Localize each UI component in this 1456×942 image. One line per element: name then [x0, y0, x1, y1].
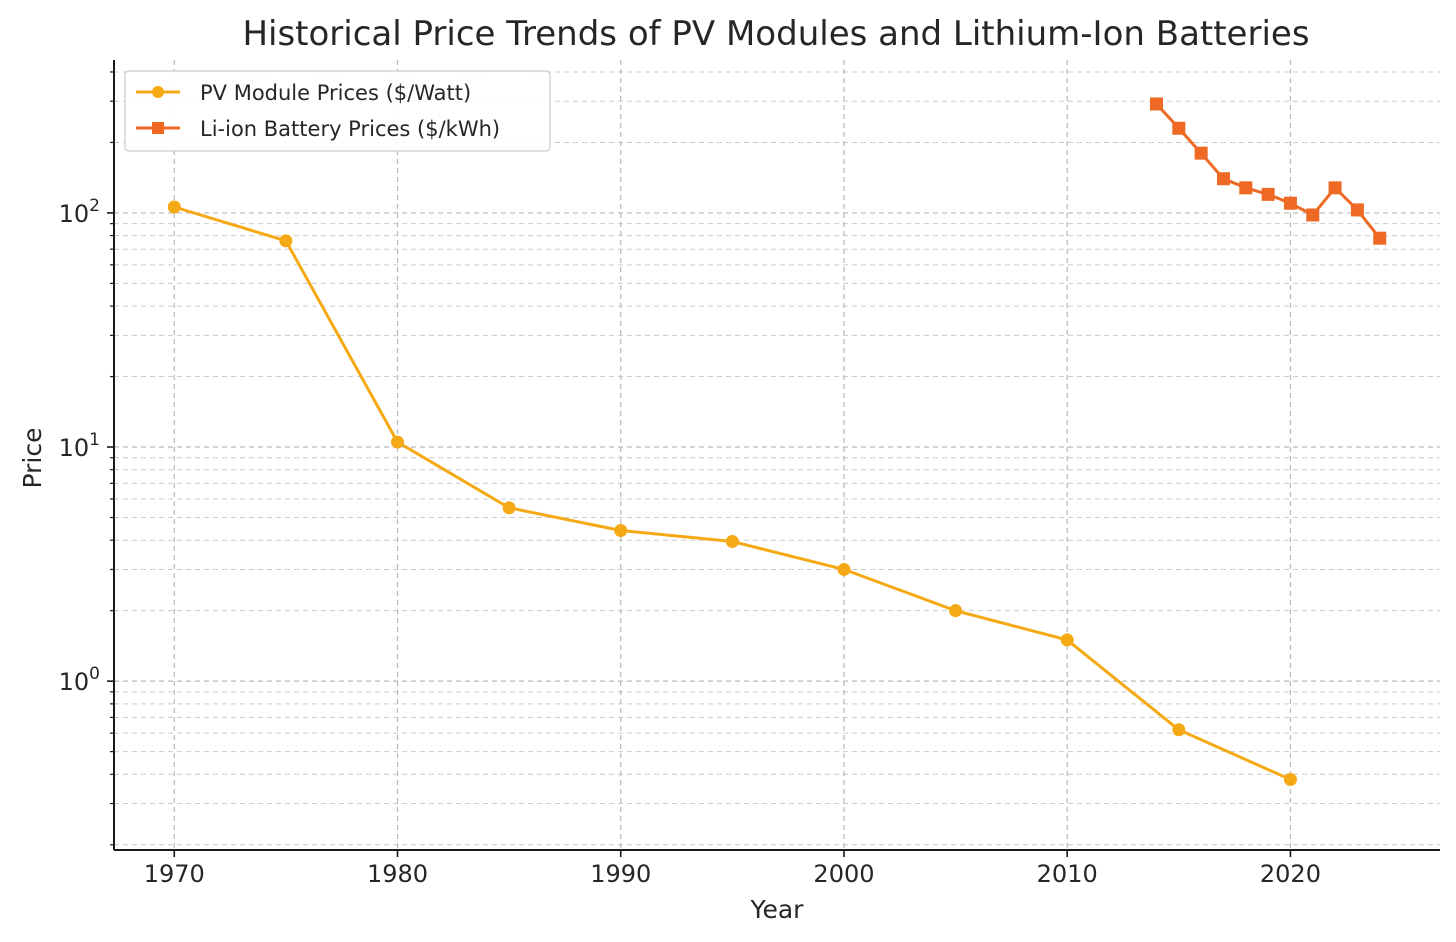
data-point [1306, 208, 1320, 222]
data-point [391, 435, 405, 449]
x-ticks: 1970 1980 1990 2000 2010 2020 [144, 850, 1321, 888]
y-ticks: 100 101 102 [59, 71, 114, 846]
data-point [1172, 723, 1186, 737]
legend-label-pv: PV Module Prices ($/Watt) [200, 81, 471, 105]
x-tick-label: 1990 [590, 860, 651, 888]
data-point [279, 234, 293, 248]
grid [114, 60, 1440, 850]
data-point [1373, 231, 1387, 245]
data-point [725, 534, 739, 548]
data-point [167, 200, 181, 214]
data-point [1261, 187, 1275, 201]
data-point [1194, 146, 1208, 160]
data-point [1283, 196, 1297, 210]
data-point [1060, 633, 1074, 647]
y-tick-label: 102 [59, 196, 100, 228]
data-point [1149, 97, 1163, 111]
y-tick-label: 101 [59, 430, 100, 462]
data-point [614, 524, 628, 538]
data-point [1239, 181, 1253, 195]
data-point [837, 562, 851, 576]
y-axis-label: Price [18, 428, 47, 489]
data-point [1283, 773, 1297, 787]
data-point [1328, 181, 1342, 195]
y-tick-label: 100 [59, 664, 100, 696]
legend-marker-liion [152, 122, 164, 134]
x-tick-label: 1970 [144, 860, 205, 888]
legend-label-liion: Li-ion Battery Prices ($/kWh) [200, 117, 500, 141]
data-point [1172, 121, 1186, 135]
chart-title: Historical Price Trends of PV Modules an… [242, 14, 1309, 54]
series-line-1 [1155, 102, 1381, 240]
x-tick-label: 2020 [1260, 860, 1321, 888]
series-layer [167, 97, 1387, 787]
data-point [1216, 172, 1230, 186]
x-axis-label: Year [750, 895, 805, 924]
legend-marker-pv [152, 86, 164, 98]
series-line-0 [173, 205, 1292, 781]
data-point [1350, 203, 1364, 217]
x-tick-label: 2010 [1037, 860, 1098, 888]
x-tick-label: 1980 [367, 860, 428, 888]
legend-frame [124, 70, 551, 152]
x-tick-label: 2000 [813, 860, 874, 888]
data-point [502, 501, 516, 515]
legend: PV Module Prices ($/Watt) Li-ion Battery… [124, 70, 551, 152]
data-point [949, 604, 963, 618]
